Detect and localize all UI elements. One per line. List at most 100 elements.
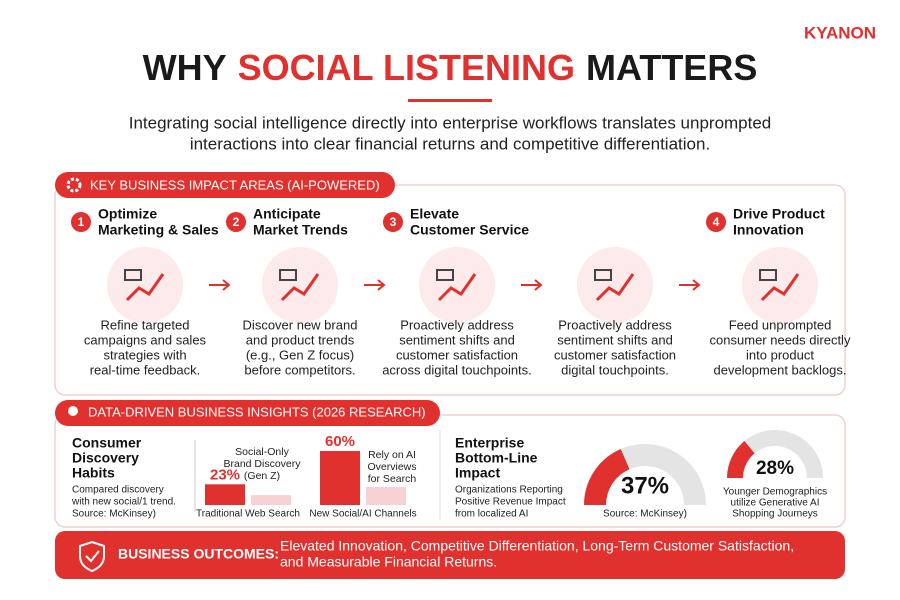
block-note: with new social/1 trend. <box>71 497 176 508</box>
step-text: across digital touchpoints. <box>382 362 532 377</box>
block-note: Compared discovery <box>72 485 164 496</box>
insights-panel <box>54 414 846 528</box>
bar-label: 60% <box>325 433 355 450</box>
title-part: WHY <box>143 47 227 88</box>
gear-icon <box>66 177 82 193</box>
step-text: campaigns and sales <box>84 332 207 347</box>
bar-annotation: Social-Only <box>235 446 289 458</box>
bar-category: Traditional Web Search <box>196 509 300 520</box>
step-title: Anticipate <box>253 206 321 222</box>
block-note: Organizations Reporting <box>455 485 563 496</box>
gauge-track <box>620 444 706 506</box>
icon-glyph <box>760 273 800 302</box>
step-text: real-time feedback. <box>90 362 201 377</box>
gauge-caption: utilize Generative AI <box>731 498 820 509</box>
icon-block <box>594 269 612 281</box>
step-title: Elevate <box>410 206 459 222</box>
logo: KYANON <box>804 23 876 42</box>
gauge-value <box>584 449 631 506</box>
block-note: Source: McKinsey) <box>72 509 156 520</box>
step-text: Proactively address <box>400 317 514 332</box>
outcomes-text: and Measurable Financial Returns. <box>280 554 497 570</box>
shield-icon <box>79 540 105 573</box>
section-heading: KEY BUSINESS IMPACT AREAS (AI-POWERED) <box>90 177 380 192</box>
step-text: strategies with <box>103 347 186 362</box>
bar <box>320 451 360 505</box>
block-note: Positive Revenue Impact <box>455 497 566 508</box>
bar-compare <box>366 487 406 505</box>
impact-pill <box>55 172 395 198</box>
title: WHY SOCIAL LISTENING MATTERS <box>143 47 758 88</box>
step-text: customer satisfaction <box>554 347 676 362</box>
icon-circle <box>419 247 495 323</box>
gauge-caption: Source: McKinsey) <box>603 509 687 520</box>
step-text: Feed unprompted <box>729 317 832 332</box>
block-note: from localized AI <box>455 509 528 520</box>
step-text: Discover new brand <box>243 317 358 332</box>
bar-annotation: Brand Discovery <box>223 458 301 470</box>
step-title: Market Trends <box>253 222 348 238</box>
bulb-icon <box>68 406 78 416</box>
icon-glyph <box>437 273 477 302</box>
step-badge <box>71 212 91 232</box>
bar-annotation: Overviews <box>367 461 416 473</box>
step-title: Optimize <box>98 206 157 222</box>
step-text: development backlogs. <box>714 362 847 377</box>
step-text: and product trends <box>246 332 355 347</box>
bar-compare <box>251 495 291 505</box>
step-title: Innovation <box>733 222 804 238</box>
block-title: Impact <box>455 465 500 481</box>
subtitle: Integrating social intelligence directly… <box>129 113 772 132</box>
bar <box>205 484 245 505</box>
step-title: Customer Service <box>410 222 529 238</box>
step-badge <box>383 212 403 232</box>
bar-label: 23% <box>210 466 240 483</box>
icon-block <box>759 269 777 281</box>
step-text: customer satisfaction <box>396 347 518 362</box>
step-text: Proactively address <box>558 317 672 332</box>
block-title: Habits <box>72 465 115 481</box>
section-heading: DATA-DRIVEN BUSINESS INSIGHTS (2026 RESE… <box>88 404 426 419</box>
gauge-label: 37% <box>621 472 669 499</box>
block-title: Enterprise <box>455 435 524 451</box>
subtitle: interactions into clear financial return… <box>190 134 710 153</box>
bar-annotation: Rely on AI <box>368 449 416 461</box>
step-text: sentiment shifts and <box>557 332 673 347</box>
outcomes-bar <box>55 531 845 579</box>
arrow <box>521 279 543 291</box>
block-title: Discovery <box>72 450 139 466</box>
block-title: Consumer <box>72 435 142 451</box>
icons <box>107 247 818 323</box>
icon-block <box>436 269 454 281</box>
gauge-caption: Younger Demographics <box>723 487 827 498</box>
icon-circle <box>577 247 653 323</box>
icon-block <box>124 269 142 281</box>
arrow <box>364 279 386 291</box>
bar-annotation: for Search <box>368 473 417 485</box>
gauge-track <box>744 430 823 479</box>
title-part: SOCIAL LISTENING <box>238 47 575 88</box>
outcomes-label: BUSINESS OUTCOMES: <box>118 546 279 562</box>
step-text: consumer needs directly <box>710 332 851 347</box>
bar-category: New Social/AI Channels <box>309 509 416 520</box>
step-title: Marketing & Sales <box>98 222 219 238</box>
step-number: 2 <box>233 215 240 229</box>
step-badge <box>226 212 246 232</box>
block-title: Bottom-Line <box>455 450 538 466</box>
icon-circle <box>107 247 183 323</box>
step-text: sentiment shifts and <box>399 332 515 347</box>
title-underline <box>408 99 492 102</box>
step-number: 1 <box>78 215 85 229</box>
title-part: MATTERS <box>586 47 757 88</box>
step-text: Refine targeted <box>101 317 190 332</box>
icon-glyph <box>125 273 165 302</box>
gauge-label: 28% <box>756 458 794 479</box>
step-text: (e.g., Gen Z focus) <box>246 347 354 362</box>
icon-circle <box>742 247 818 323</box>
step-text: digital touchpoints. <box>561 362 669 377</box>
icon-glyph <box>595 273 635 302</box>
icon-block <box>279 269 297 281</box>
step-title: Drive Product <box>733 206 825 222</box>
step-text: before competitors. <box>244 362 355 377</box>
